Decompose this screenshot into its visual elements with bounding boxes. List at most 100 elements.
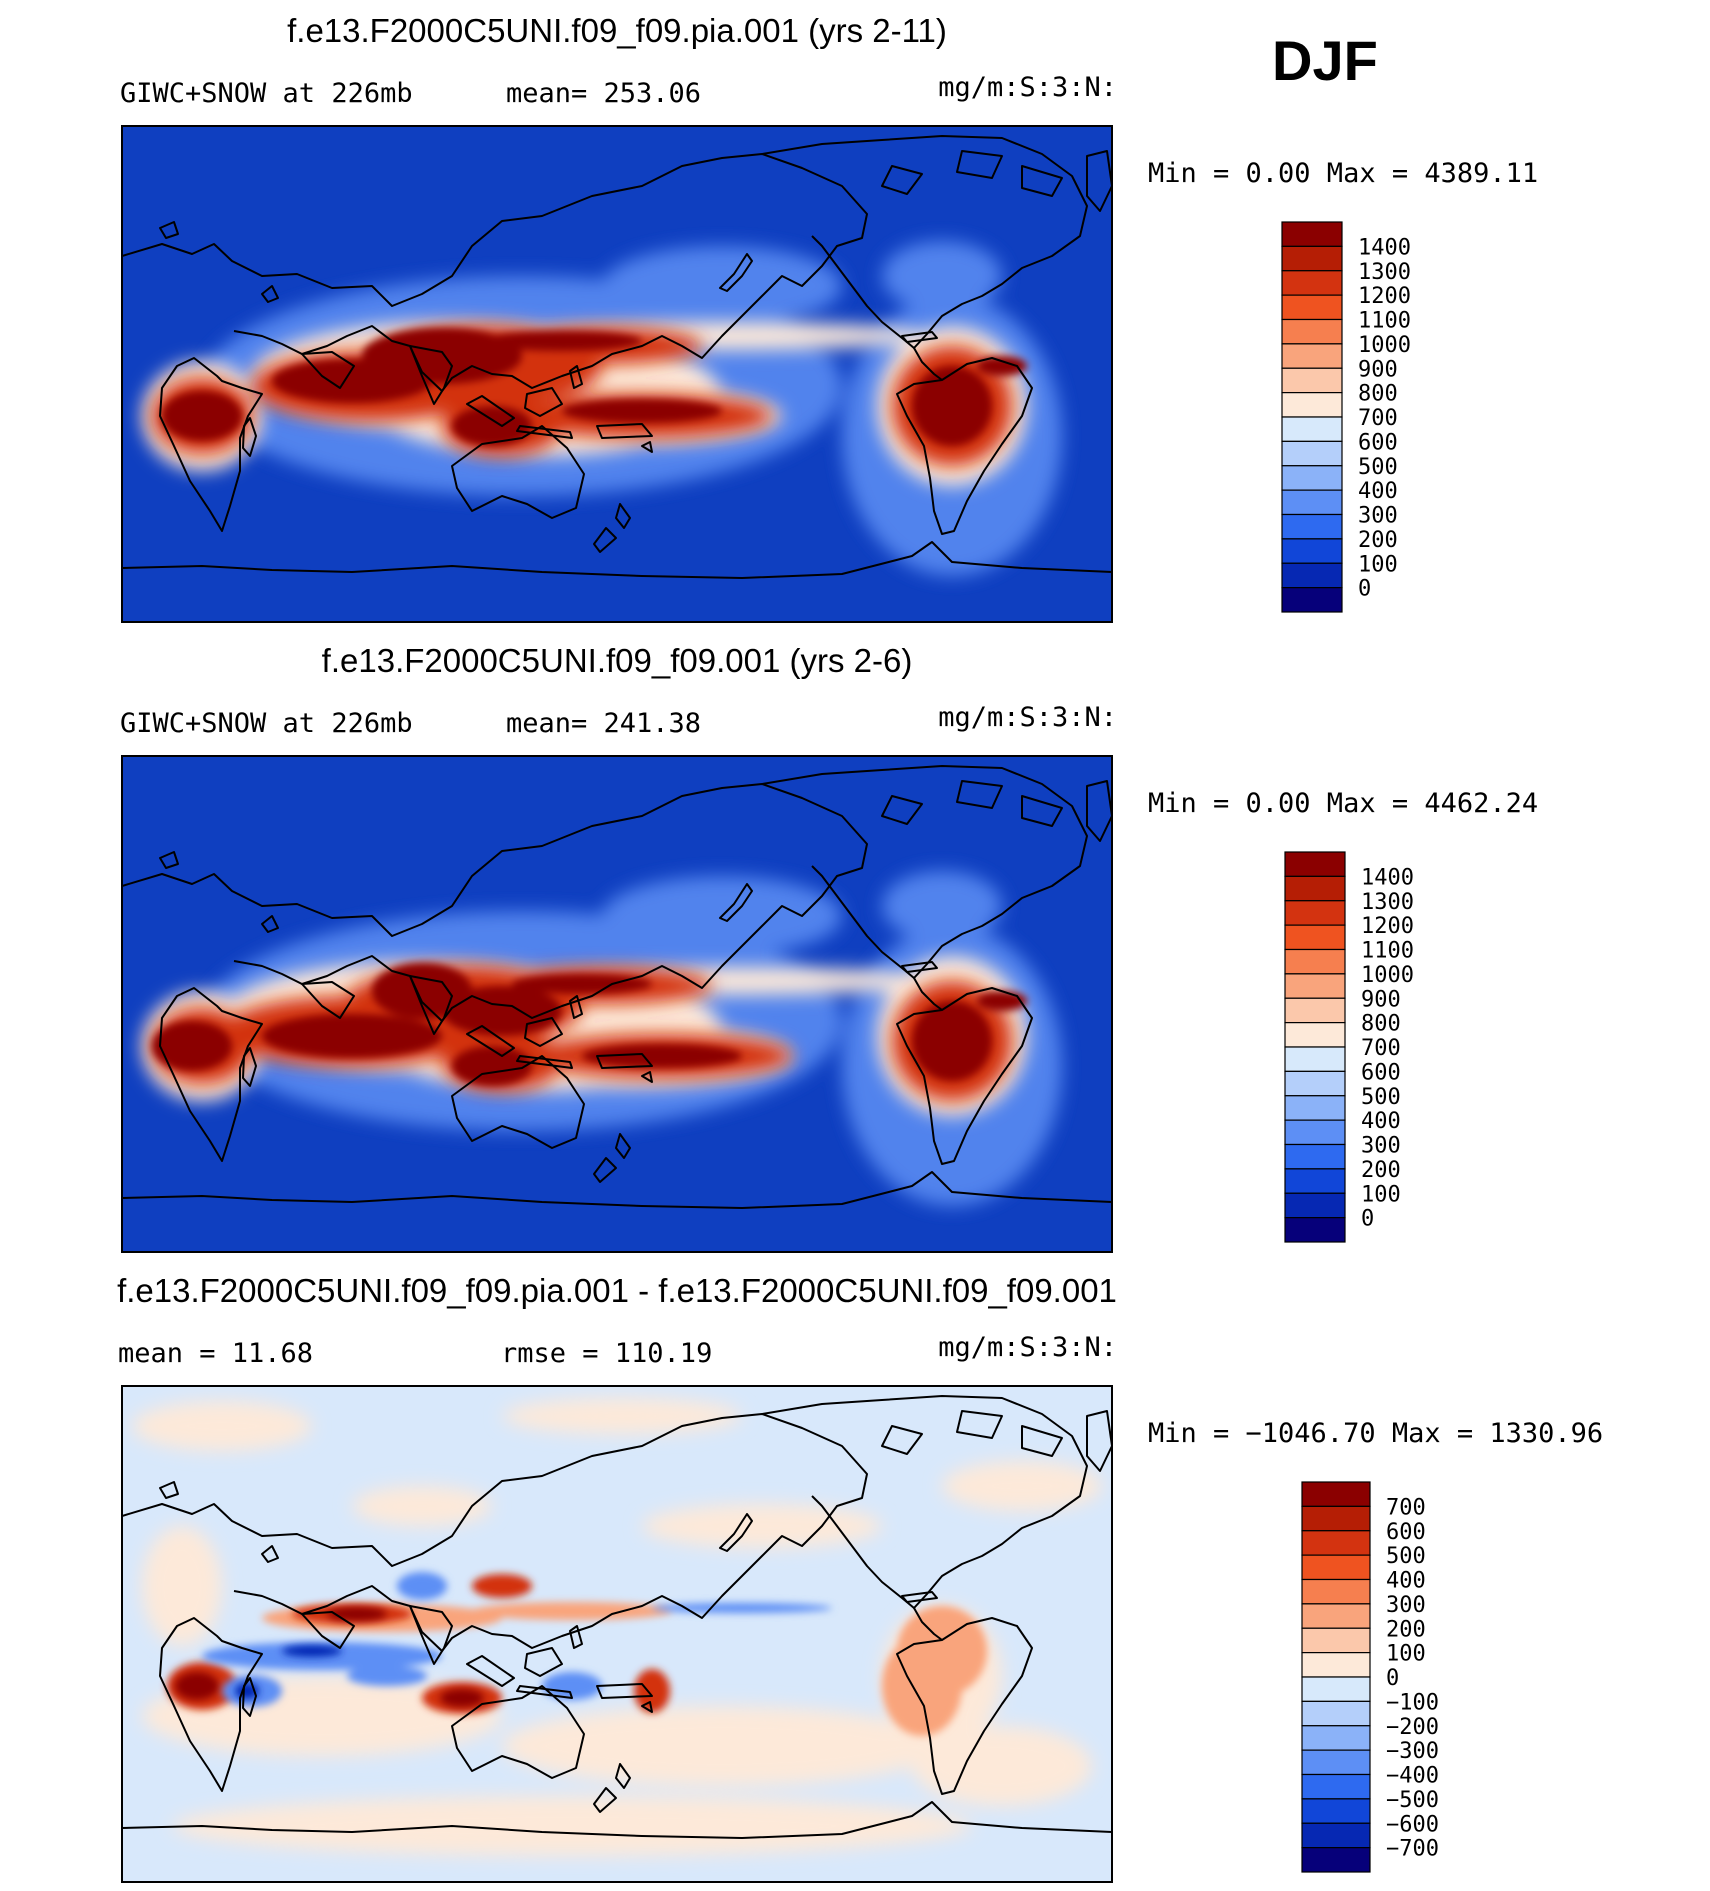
colorbar-box — [1301, 1676, 1371, 1702]
colorbar-box — [1284, 973, 1346, 999]
colorbar-tick-label: 1200 — [1361, 914, 1414, 939]
panel-2-mean-label: mean= 241.38 — [506, 708, 701, 739]
colorbar-box — [1281, 343, 1343, 369]
colorbar-box — [1301, 1652, 1371, 1678]
colorbar-box — [1281, 270, 1343, 296]
panel-1: f.e13.F2000C5UNI.f09_f09.pia.001 (yrs 2-… — [120, 12, 1538, 623]
colorbar-box — [1301, 1749, 1371, 1776]
colorbar-tick-label: 0 — [1361, 1207, 1374, 1232]
colorbar-tick-label: 1300 — [1358, 260, 1411, 285]
panel-3-rmse-label: rmse = 110.19 — [501, 1338, 712, 1369]
colorbar-box — [1301, 1578, 1371, 1605]
colorbar-box — [1301, 1773, 1371, 1800]
colorbar-box — [1281, 416, 1343, 442]
colorbar-tick-label: 900 — [1358, 357, 1398, 382]
panel-1-frame — [121, 125, 1113, 623]
panel-3-map — [122, 1386, 1112, 1882]
colorbar-tick-label: 800 — [1361, 1012, 1401, 1037]
colorbar-tick-label: 300 — [1361, 1134, 1401, 1159]
colorbar-box — [1284, 875, 1346, 902]
colorbar-tick-label: 600 — [1386, 1520, 1426, 1545]
colorbar-tick-label: −600 — [1386, 1812, 1439, 1837]
colorbar-tick-label: −500 — [1386, 1788, 1439, 1813]
colorbar-box — [1281, 221, 1343, 247]
colorbar-tick-label: 900 — [1361, 987, 1401, 1012]
colorbar-box — [1281, 245, 1343, 272]
colorbar-tick-label: 1000 — [1361, 963, 1414, 988]
panel-2-minmax: Min = 0.00 Max = 4462.24 — [1148, 788, 1538, 819]
panel-3-colorbar: 7006005004003002001000−100−200−300−400−5… — [1301, 1481, 1439, 1873]
colorbar-box — [1284, 1046, 1346, 1072]
panel-3-units: mg/m:S:3:N: — [938, 1332, 1117, 1363]
colorbar-tick-label: 500 — [1358, 455, 1398, 480]
colorbar-tick-label: 700 — [1361, 1036, 1401, 1061]
colorbar-box — [1281, 587, 1343, 613]
colorbar-box — [1301, 1530, 1371, 1556]
colorbar-tick-label: 200 — [1386, 1617, 1426, 1642]
colorbar-tick-label: 1100 — [1361, 939, 1414, 964]
colorbar-box — [1301, 1847, 1371, 1873]
panel-1-title: f.e13.F2000C5UNI.f09_f09.pia.001 (yrs 2-… — [287, 12, 947, 49]
colorbar-tick-label: 400 — [1358, 479, 1398, 504]
colorbar-box — [1281, 392, 1343, 418]
colorbar-box — [1301, 1481, 1371, 1507]
colorbar-box — [1284, 1217, 1346, 1243]
colorbar-box — [1284, 1192, 1346, 1219]
colorbar-tick-label: −100 — [1386, 1690, 1439, 1715]
colorbar-box — [1301, 1505, 1371, 1532]
panel-3-mean-label: mean = 11.68 — [118, 1338, 313, 1369]
colorbar-tick-label: 1100 — [1358, 309, 1411, 334]
colorbar-tick-label: 800 — [1358, 382, 1398, 407]
colorbar-tick-label: 100 — [1358, 552, 1398, 577]
colorbar-tick-label: 400 — [1361, 1109, 1401, 1134]
colorbar-tick-label: 1300 — [1361, 890, 1414, 915]
panel-2: f.e13.F2000C5UNI.f09_f09.001 (yrs 2-6) G… — [120, 642, 1538, 1253]
colorbar-tick-label: 200 — [1358, 528, 1398, 553]
colorbar-tick-label: 500 — [1386, 1544, 1426, 1569]
colorbar-box — [1281, 294, 1343, 321]
panel-2-title: f.e13.F2000C5UNI.f09_f09.001 (yrs 2-6) — [322, 642, 913, 679]
colorbar-box — [1301, 1798, 1371, 1824]
colorbar-box — [1301, 1554, 1371, 1581]
panel-3-title: f.e13.F2000C5UNI.f09_f09.pia.001 - f.e13… — [117, 1272, 1117, 1309]
colorbar-tick-label: 1000 — [1358, 333, 1411, 358]
colorbar-tick-label: 1200 — [1358, 284, 1411, 309]
colorbar-tick-label: 0 — [1386, 1666, 1399, 1691]
colorbar-tick-label: 200 — [1361, 1158, 1401, 1183]
panel-3-minmax: Min = −1046.70 Max = 1330.96 — [1148, 1418, 1603, 1449]
colorbar-tick-label: 700 — [1358, 406, 1398, 431]
panel-2-frame — [121, 755, 1113, 1253]
colorbar-box — [1281, 440, 1343, 467]
colorbar-box — [1284, 1070, 1346, 1097]
panel-2-colorbar: 1400130012001100100090080070060050040030… — [1284, 851, 1414, 1243]
colorbar-tick-label: 600 — [1361, 1060, 1401, 1085]
colorbar-box — [1284, 1168, 1346, 1194]
colorbar-tick-label: 600 — [1358, 430, 1398, 455]
colorbar-box — [1284, 1143, 1346, 1170]
colorbar-tick-label: 300 — [1358, 504, 1398, 529]
colorbar-tick-label: 100 — [1386, 1642, 1426, 1667]
colorbar-box — [1281, 513, 1343, 540]
colorbar-box — [1284, 924, 1346, 951]
colorbar-box — [1284, 1119, 1346, 1146]
colorbar-tick-label: 300 — [1386, 1593, 1426, 1618]
colorbar-box — [1301, 1603, 1371, 1629]
colorbar-tick-label: 700 — [1386, 1495, 1426, 1520]
panel-3: f.e13.F2000C5UNI.f09_f09.pia.001 - f.e13… — [117, 1272, 1603, 1883]
colorbar-box — [1284, 900, 1346, 926]
panel-1-units: mg/m:S:3:N: — [938, 72, 1117, 103]
colorbar-box — [1301, 1627, 1371, 1654]
colorbar-box — [1281, 318, 1343, 345]
colorbar-tick-label: 100 — [1361, 1182, 1401, 1207]
panel-2-units: mg/m:S:3:N: — [938, 702, 1117, 733]
panel-1-variable-label: GIWC+SNOW at 226mb — [120, 78, 413, 109]
panel-1-minmax: Min = 0.00 Max = 4389.11 — [1148, 158, 1538, 189]
colorbar-box — [1284, 851, 1346, 877]
colorbar-box — [1284, 1022, 1346, 1048]
colorbar-box — [1301, 1822, 1371, 1849]
colorbar-box — [1284, 1095, 1346, 1121]
season-label: DJF — [1272, 29, 1378, 92]
colorbar-box — [1281, 367, 1343, 394]
colorbar-box — [1281, 465, 1343, 491]
